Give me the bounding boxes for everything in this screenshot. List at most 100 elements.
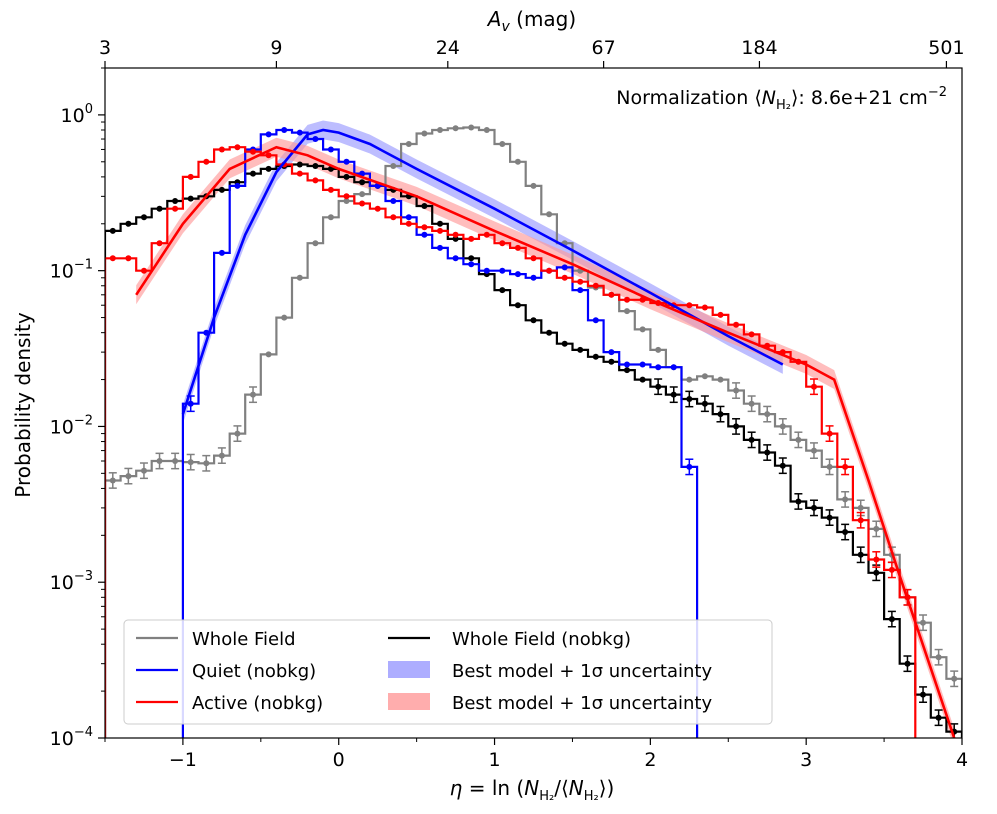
data-point: [748, 331, 755, 338]
top-tick-label: 24: [436, 37, 460, 59]
data-point: [250, 170, 256, 177]
model-line-1: [135, 145, 956, 738]
top-tick-label: 3: [99, 37, 111, 59]
data-point: [483, 267, 490, 274]
data-point: [265, 152, 272, 159]
legend-label-active: Active (nobkg): [192, 693, 323, 714]
data-point: [686, 463, 693, 470]
data-point: [514, 271, 521, 278]
histogram-quiet-nobkg-: [181, 128, 699, 738]
data-point: [764, 411, 771, 418]
data-point: [873, 525, 880, 532]
data-point: [141, 467, 147, 474]
data-point: [686, 396, 693, 402]
data-point: [421, 130, 428, 137]
data-point: [920, 691, 926, 698]
data-point: [250, 148, 256, 155]
data-point: [374, 205, 381, 212]
data-point: [343, 158, 350, 165]
y-tick-label: 10−4: [50, 725, 93, 750]
data-point: [795, 436, 802, 443]
model-line-0: [181, 128, 784, 415]
data-point: [234, 144, 241, 151]
x-tick-label: 4: [956, 749, 968, 771]
data-point: [390, 198, 397, 204]
normalization-annotation: Normalization ⟨NH₂⟩: 8.6e+21 cm−2: [616, 85, 947, 113]
data-point: [141, 267, 147, 274]
data-point: [483, 127, 490, 133]
axes: −1 0 1 2 3 4 3 9 24 67 184 501 10−4 10−3 10−2 10−1 100: [50, 37, 968, 771]
legend-swatch-active-model: [388, 693, 430, 710]
data-point: [109, 477, 116, 484]
x-tick-label: −1: [169, 749, 197, 771]
data-point: [873, 569, 880, 576]
legend-swatch-quiet-model: [388, 661, 430, 678]
data-point: [359, 179, 366, 186]
data-point: [265, 165, 272, 172]
data-point: [125, 473, 132, 480]
data-point: [904, 660, 911, 667]
top-tick-label: 501: [928, 37, 964, 59]
data-point: [686, 376, 693, 383]
x-axis-title: η = ln (NH₂/⟨NH₂⟩): [450, 776, 615, 804]
data-point: [592, 317, 599, 324]
histogram-active-nobkg-: [105, 146, 917, 738]
y-tick-label: 10−2: [50, 413, 93, 438]
data-point: [826, 514, 833, 521]
legend-box: [123, 619, 773, 725]
data-point: [530, 317, 537, 324]
data-point: [639, 326, 646, 333]
x-tick-label: 2: [644, 749, 656, 771]
data-point: [234, 182, 241, 189]
data-point: [857, 517, 864, 524]
data-point: [701, 304, 708, 311]
data-point: [826, 463, 833, 470]
y-tick-label: 10−1: [50, 258, 93, 283]
data-point: [624, 296, 630, 303]
data-point: [390, 214, 397, 221]
data-point: [811, 447, 817, 454]
data-point: [514, 158, 521, 165]
data-point: [561, 264, 568, 271]
data-point: [265, 131, 272, 138]
plot-frame: [104, 67, 963, 739]
data-point: [250, 391, 256, 398]
data-point: [546, 329, 553, 336]
data-point: [437, 227, 443, 234]
data-point: [811, 383, 817, 390]
data-point: [624, 361, 630, 368]
data-point: [296, 129, 303, 136]
data-point: [639, 361, 646, 368]
data-point: [888, 616, 895, 623]
data-point: [483, 231, 490, 238]
plot-area: [105, 120, 962, 738]
y-tick-label: 100: [61, 102, 93, 127]
data-point: [327, 214, 334, 221]
data-point: [935, 654, 942, 661]
data-point: [156, 458, 163, 464]
data-point: [281, 127, 288, 133]
data-point: [296, 170, 303, 177]
data-point: [359, 170, 366, 177]
data-point: [577, 346, 584, 353]
data-point: [405, 220, 412, 227]
data-point: [437, 127, 443, 133]
model-band-1: [136, 137, 955, 738]
top-tick-label: 9: [270, 37, 282, 59]
data-point: [701, 373, 708, 380]
data-point: [343, 198, 350, 204]
legend-label-quiet: Quiet (nobkg): [192, 661, 316, 682]
data-point: [608, 358, 615, 365]
data-point: [499, 287, 506, 294]
data-point: [405, 141, 412, 147]
data-point: [546, 267, 553, 274]
legend-label-quiet-model: Best model + 1σ uncertainty: [452, 661, 712, 682]
data-point: [842, 529, 849, 535]
data-point: [172, 205, 179, 212]
data-point: [733, 387, 740, 394]
data-point: [156, 205, 163, 212]
data-point: [561, 274, 568, 281]
data-point: [203, 158, 210, 165]
data-point: [343, 193, 350, 200]
data-point: [935, 714, 942, 721]
